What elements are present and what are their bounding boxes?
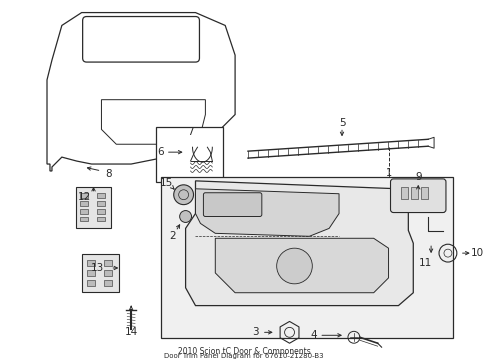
- Bar: [156, 127, 223, 182]
- Text: 4: 4: [309, 330, 316, 340]
- Bar: [97, 201, 105, 206]
- Bar: [97, 216, 105, 221]
- Circle shape: [276, 248, 312, 284]
- Bar: [401, 187, 407, 199]
- Text: 10: 10: [470, 248, 483, 258]
- Text: 12: 12: [78, 192, 91, 202]
- Circle shape: [179, 211, 191, 222]
- Bar: [420, 187, 427, 199]
- Text: 11: 11: [418, 258, 431, 268]
- Bar: [97, 193, 105, 198]
- Text: 14: 14: [124, 327, 138, 337]
- Bar: [161, 177, 452, 338]
- Text: 15: 15: [160, 178, 173, 188]
- Text: 7: 7: [187, 127, 193, 138]
- Circle shape: [173, 185, 193, 204]
- Text: 3: 3: [252, 327, 259, 337]
- Bar: [104, 280, 112, 286]
- FancyBboxPatch shape: [203, 193, 261, 216]
- Bar: [80, 208, 87, 213]
- Text: 5: 5: [338, 118, 345, 129]
- Bar: [104, 270, 112, 276]
- Text: 13: 13: [91, 263, 104, 273]
- Bar: [97, 208, 105, 213]
- Polygon shape: [195, 189, 338, 236]
- Text: 2010 Scion tC Door & Components: 2010 Scion tC Door & Components: [177, 347, 310, 356]
- Bar: [86, 270, 94, 276]
- Bar: [80, 216, 87, 221]
- Text: 2: 2: [169, 231, 176, 241]
- Text: 1: 1: [385, 168, 391, 178]
- Bar: [104, 260, 112, 266]
- Bar: [86, 260, 94, 266]
- FancyBboxPatch shape: [390, 179, 445, 212]
- Bar: [80, 201, 87, 206]
- Bar: [410, 187, 417, 199]
- Bar: [80, 193, 87, 198]
- FancyBboxPatch shape: [76, 187, 111, 228]
- Text: 8: 8: [105, 169, 111, 179]
- FancyBboxPatch shape: [81, 254, 119, 292]
- Bar: [86, 280, 94, 286]
- Text: Door Trim Panel Diagram for 67610-21280-B3: Door Trim Panel Diagram for 67610-21280-…: [164, 353, 323, 359]
- Polygon shape: [215, 238, 388, 293]
- Text: 6: 6: [157, 147, 164, 157]
- Text: 9: 9: [414, 172, 421, 182]
- Polygon shape: [185, 181, 412, 306]
- FancyBboxPatch shape: [82, 17, 199, 62]
